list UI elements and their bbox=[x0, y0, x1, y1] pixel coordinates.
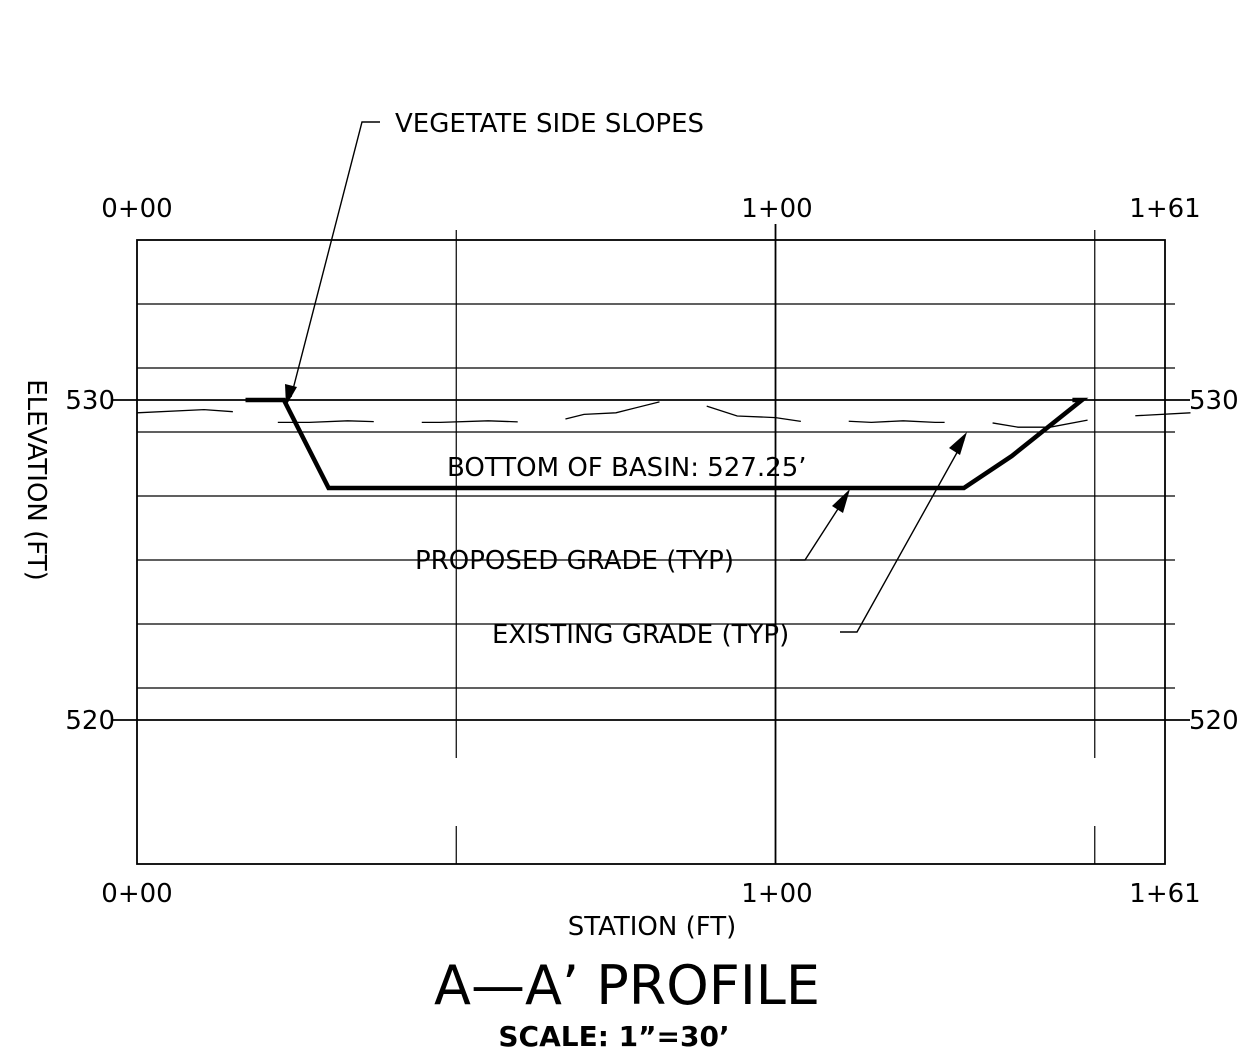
profile-title: A—A’ PROFILE bbox=[434, 954, 820, 1017]
leader-side-slopes bbox=[285, 121, 380, 406]
x-axis-label: STATION (FT) bbox=[568, 912, 737, 942]
arrowhead-icon bbox=[949, 432, 967, 455]
station-tick-bottom-2: 1+61 bbox=[1129, 879, 1200, 909]
y-axis-label: ELEVATION (FT) bbox=[21, 379, 51, 581]
elevation-tick-right-530: 530 bbox=[1189, 386, 1239, 416]
proposed-grade-annotation: PROPOSED GRADE (TYP) bbox=[415, 546, 734, 576]
elevation-tick-right-520: 520 bbox=[1189, 706, 1239, 736]
basin-bottom-annotation: BOTTOM OF BASIN: 527.25’ bbox=[447, 453, 807, 483]
side-slopes-annotation: VEGETATE SIDE SLOPES bbox=[395, 109, 704, 139]
leader-proposed-grade bbox=[790, 489, 850, 561]
arrowhead-icon bbox=[832, 489, 850, 513]
leader-existing-grade bbox=[840, 432, 967, 633]
station-tick-bottom-1: 1+00 bbox=[741, 879, 812, 909]
proposed-grade-line bbox=[245, 397, 1089, 491]
existing-grade-annotation: EXISTING GRADE (TYP) bbox=[492, 620, 789, 650]
profile-frame bbox=[136, 239, 1166, 865]
grid-lines bbox=[112, 224, 1190, 864]
elevation-tick-left-530: 530 bbox=[65, 386, 115, 416]
elevation-tick-left-520: 520 bbox=[65, 706, 115, 736]
station-tick-top-1: 1+00 bbox=[741, 194, 812, 224]
station-tick-bottom-0: 0+00 bbox=[101, 879, 172, 909]
station-tick-top-2: 1+61 bbox=[1129, 194, 1200, 224]
station-tick-top-0: 0+00 bbox=[101, 194, 172, 224]
scale-note: SCALE: 1”=30’ bbox=[498, 1020, 729, 1053]
arrowhead-icon bbox=[285, 384, 297, 406]
